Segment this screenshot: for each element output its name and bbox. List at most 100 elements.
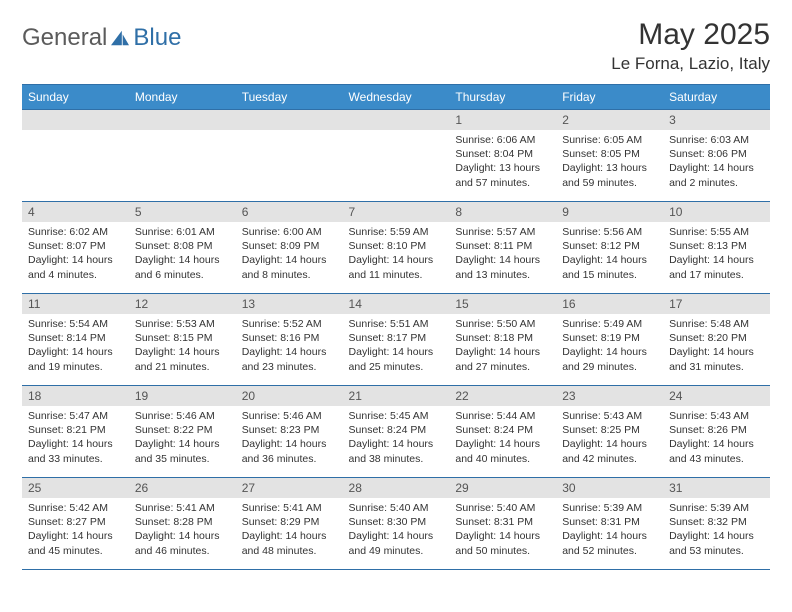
calendar-body: 1Sunrise: 6:06 AMSunset: 8:04 PMDaylight… [22, 110, 770, 570]
daylight-text: Daylight: 14 hours and 31 minutes. [669, 345, 764, 373]
calendar-day-cell: 12Sunrise: 5:53 AMSunset: 8:15 PMDayligh… [129, 294, 236, 386]
calendar-day-cell: 10Sunrise: 5:55 AMSunset: 8:13 PMDayligh… [663, 202, 770, 294]
day-details: Sunrise: 5:39 AMSunset: 8:31 PMDaylight:… [556, 498, 663, 562]
day-details: Sunrise: 5:49 AMSunset: 8:19 PMDaylight:… [556, 314, 663, 378]
sunrise-text: Sunrise: 5:41 AM [135, 501, 230, 515]
calendar-day-cell: 31Sunrise: 5:39 AMSunset: 8:32 PMDayligh… [663, 478, 770, 570]
sunrise-text: Sunrise: 5:45 AM [349, 409, 444, 423]
weekday-header-row: Sunday Monday Tuesday Wednesday Thursday… [22, 85, 770, 110]
calendar-day-cell [129, 110, 236, 202]
sail-icon [109, 29, 131, 47]
day-number: 29 [449, 478, 556, 498]
day-details: Sunrise: 6:02 AMSunset: 8:07 PMDaylight:… [22, 222, 129, 286]
daylight-text: Daylight: 14 hours and 25 minutes. [349, 345, 444, 373]
daylight-text: Daylight: 14 hours and 6 minutes. [135, 253, 230, 281]
daylight-text: Daylight: 14 hours and 8 minutes. [242, 253, 337, 281]
calendar-day-cell: 20Sunrise: 5:46 AMSunset: 8:23 PMDayligh… [236, 386, 343, 478]
day-number: 16 [556, 294, 663, 314]
weekday-header: Sunday [22, 85, 129, 110]
day-details: Sunrise: 5:55 AMSunset: 8:13 PMDaylight:… [663, 222, 770, 286]
daylight-text: Daylight: 14 hours and 40 minutes. [455, 437, 550, 465]
daylight-text: Daylight: 14 hours and 17 minutes. [669, 253, 764, 281]
weekday-header: Friday [556, 85, 663, 110]
day-number: 13 [236, 294, 343, 314]
daylight-text: Daylight: 14 hours and 23 minutes. [242, 345, 337, 373]
sunrise-text: Sunrise: 5:43 AM [669, 409, 764, 423]
day-number: 15 [449, 294, 556, 314]
day-number: 9 [556, 202, 663, 222]
sunrise-text: Sunrise: 5:47 AM [28, 409, 123, 423]
daylight-text: Daylight: 14 hours and 19 minutes. [28, 345, 123, 373]
sunrise-text: Sunrise: 6:06 AM [455, 133, 550, 147]
day-details: Sunrise: 5:39 AMSunset: 8:32 PMDaylight:… [663, 498, 770, 562]
day-number [129, 110, 236, 130]
day-details: Sunrise: 5:56 AMSunset: 8:12 PMDaylight:… [556, 222, 663, 286]
sunset-text: Sunset: 8:21 PM [28, 423, 123, 437]
day-number: 8 [449, 202, 556, 222]
calendar-day-cell: 2Sunrise: 6:05 AMSunset: 8:05 PMDaylight… [556, 110, 663, 202]
day-number: 17 [663, 294, 770, 314]
calendar-day-cell: 28Sunrise: 5:40 AMSunset: 8:30 PMDayligh… [343, 478, 450, 570]
calendar-day-cell: 29Sunrise: 5:40 AMSunset: 8:31 PMDayligh… [449, 478, 556, 570]
day-number [343, 110, 450, 130]
sunset-text: Sunset: 8:31 PM [562, 515, 657, 529]
sunrise-text: Sunrise: 5:39 AM [669, 501, 764, 515]
daylight-text: Daylight: 14 hours and 29 minutes. [562, 345, 657, 373]
sunset-text: Sunset: 8:09 PM [242, 239, 337, 253]
daylight-text: Daylight: 14 hours and 49 minutes. [349, 529, 444, 557]
brand-text-1: General [22, 24, 107, 52]
day-number: 21 [343, 386, 450, 406]
sunrise-text: Sunrise: 5:51 AM [349, 317, 444, 331]
day-number: 30 [556, 478, 663, 498]
sunrise-text: Sunrise: 5:56 AM [562, 225, 657, 239]
day-details: Sunrise: 5:59 AMSunset: 8:10 PMDaylight:… [343, 222, 450, 286]
sunrise-text: Sunrise: 6:02 AM [28, 225, 123, 239]
calendar-week-row: 25Sunrise: 5:42 AMSunset: 8:27 PMDayligh… [22, 478, 770, 570]
calendar-table: Sunday Monday Tuesday Wednesday Thursday… [22, 84, 770, 570]
location-label: Le Forna, Lazio, Italy [611, 54, 770, 74]
daylight-text: Daylight: 14 hours and 38 minutes. [349, 437, 444, 465]
weekday-header: Monday [129, 85, 236, 110]
day-details: Sunrise: 5:53 AMSunset: 8:15 PMDaylight:… [129, 314, 236, 378]
calendar-day-cell [22, 110, 129, 202]
day-number: 26 [129, 478, 236, 498]
day-details: Sunrise: 5:48 AMSunset: 8:20 PMDaylight:… [663, 314, 770, 378]
sunrise-text: Sunrise: 5:40 AM [455, 501, 550, 515]
day-details: Sunrise: 5:41 AMSunset: 8:28 PMDaylight:… [129, 498, 236, 562]
calendar-day-cell: 13Sunrise: 5:52 AMSunset: 8:16 PMDayligh… [236, 294, 343, 386]
day-number: 5 [129, 202, 236, 222]
sunrise-text: Sunrise: 5:39 AM [562, 501, 657, 515]
sunset-text: Sunset: 8:19 PM [562, 331, 657, 345]
sunset-text: Sunset: 8:22 PM [135, 423, 230, 437]
day-number: 3 [663, 110, 770, 130]
month-title: May 2025 [611, 18, 770, 52]
sunrise-text: Sunrise: 5:42 AM [28, 501, 123, 515]
day-number: 23 [556, 386, 663, 406]
sunrise-text: Sunrise: 5:46 AM [135, 409, 230, 423]
brand-logo: General Blue [22, 24, 181, 52]
sunset-text: Sunset: 8:08 PM [135, 239, 230, 253]
day-details: Sunrise: 5:40 AMSunset: 8:30 PMDaylight:… [343, 498, 450, 562]
calendar-day-cell [343, 110, 450, 202]
calendar-day-cell: 26Sunrise: 5:41 AMSunset: 8:28 PMDayligh… [129, 478, 236, 570]
day-number: 12 [129, 294, 236, 314]
day-details: Sunrise: 5:43 AMSunset: 8:25 PMDaylight:… [556, 406, 663, 470]
daylight-text: Daylight: 14 hours and 45 minutes. [28, 529, 123, 557]
daylight-text: Daylight: 13 hours and 57 minutes. [455, 161, 550, 189]
day-number: 22 [449, 386, 556, 406]
daylight-text: Daylight: 14 hours and 33 minutes. [28, 437, 123, 465]
sunset-text: Sunset: 8:20 PM [669, 331, 764, 345]
sunrise-text: Sunrise: 5:49 AM [562, 317, 657, 331]
calendar-day-cell: 9Sunrise: 5:56 AMSunset: 8:12 PMDaylight… [556, 202, 663, 294]
sunset-text: Sunset: 8:10 PM [349, 239, 444, 253]
day-details: Sunrise: 6:03 AMSunset: 8:06 PMDaylight:… [663, 130, 770, 194]
day-details: Sunrise: 6:05 AMSunset: 8:05 PMDaylight:… [556, 130, 663, 194]
calendar-day-cell: 6Sunrise: 6:00 AMSunset: 8:09 PMDaylight… [236, 202, 343, 294]
day-number: 6 [236, 202, 343, 222]
sunset-text: Sunset: 8:26 PM [669, 423, 764, 437]
day-number [22, 110, 129, 130]
day-number: 1 [449, 110, 556, 130]
sunset-text: Sunset: 8:25 PM [562, 423, 657, 437]
daylight-text: Daylight: 14 hours and 46 minutes. [135, 529, 230, 557]
daylight-text: Daylight: 13 hours and 59 minutes. [562, 161, 657, 189]
